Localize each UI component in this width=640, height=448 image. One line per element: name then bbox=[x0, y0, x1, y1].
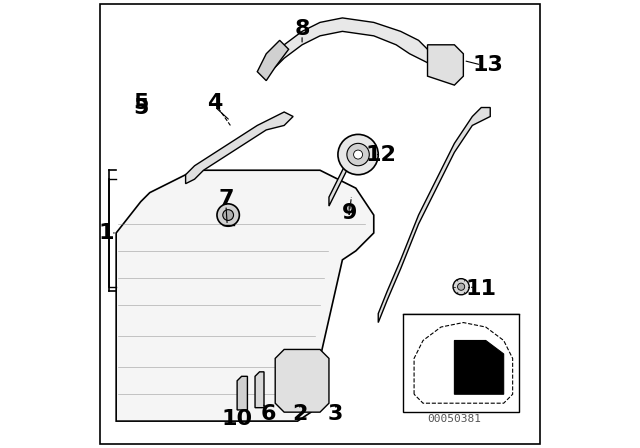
Polygon shape bbox=[186, 112, 293, 184]
Text: 13: 13 bbox=[472, 55, 504, 75]
Circle shape bbox=[453, 279, 469, 295]
Polygon shape bbox=[275, 349, 329, 412]
Text: 1: 1 bbox=[98, 223, 114, 243]
Polygon shape bbox=[329, 152, 374, 206]
Polygon shape bbox=[454, 340, 504, 394]
Text: 10: 10 bbox=[221, 409, 253, 429]
Polygon shape bbox=[257, 40, 289, 81]
Circle shape bbox=[353, 150, 362, 159]
Circle shape bbox=[347, 143, 369, 166]
Polygon shape bbox=[116, 170, 374, 421]
Polygon shape bbox=[378, 108, 490, 323]
Text: 7: 7 bbox=[218, 190, 234, 209]
Text: 12: 12 bbox=[365, 145, 396, 164]
Text: 8: 8 bbox=[294, 19, 310, 39]
Bar bbox=[403, 314, 520, 412]
Text: 9: 9 bbox=[341, 203, 357, 223]
Circle shape bbox=[338, 134, 378, 175]
Text: 2: 2 bbox=[292, 405, 308, 424]
Circle shape bbox=[458, 283, 465, 290]
Text: 3: 3 bbox=[328, 405, 344, 424]
Circle shape bbox=[217, 204, 239, 226]
Text: 5: 5 bbox=[133, 93, 148, 113]
Polygon shape bbox=[266, 18, 432, 72]
Text: 6: 6 bbox=[260, 405, 276, 424]
Polygon shape bbox=[237, 376, 248, 410]
Text: 11: 11 bbox=[466, 279, 497, 299]
Polygon shape bbox=[428, 45, 463, 85]
Polygon shape bbox=[255, 372, 264, 408]
Circle shape bbox=[223, 210, 234, 220]
Text: 4: 4 bbox=[207, 93, 223, 113]
Text: 00050381: 00050381 bbox=[428, 414, 481, 424]
Text: 5: 5 bbox=[133, 98, 148, 117]
